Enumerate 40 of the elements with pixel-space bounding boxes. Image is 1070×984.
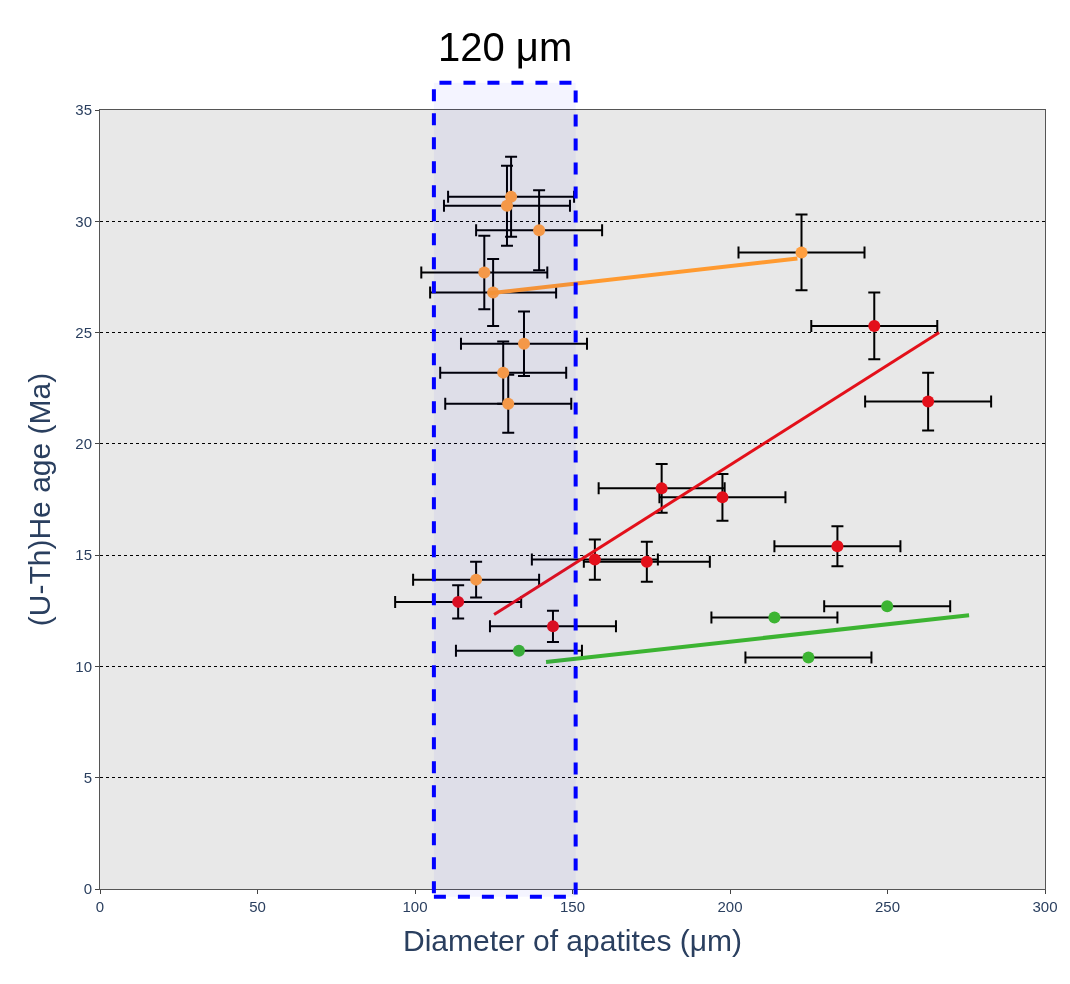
point	[922, 395, 935, 408]
y-tick-label: 0	[83, 880, 92, 898]
x-tick-label: 50	[249, 898, 266, 915]
x-tick-label: 250	[874, 898, 901, 915]
point	[795, 246, 808, 259]
x-tick-label: 300	[1032, 898, 1058, 915]
point	[640, 555, 653, 568]
point	[533, 224, 546, 237]
y-axis-title: (U-Th)He age (Ma)	[23, 372, 57, 627]
y-tick-label: 15	[75, 546, 92, 564]
x-tick-label: 200	[717, 898, 743, 915]
y-tick-label: 30	[75, 212, 92, 230]
y-tick-label: 35	[75, 101, 92, 119]
point	[546, 620, 559, 633]
y-tick-label: 10	[75, 657, 92, 675]
y-tick-label: 5	[83, 768, 92, 786]
point	[518, 337, 530, 350]
band-label: 120 μm	[438, 25, 573, 69]
point	[500, 199, 513, 212]
point	[512, 644, 525, 657]
x-tick-label: 150	[559, 898, 586, 915]
y-tick-label: 20	[75, 435, 92, 453]
point	[655, 482, 668, 495]
x-tick-label: 100	[402, 898, 428, 915]
point	[505, 190, 518, 203]
point	[502, 397, 515, 410]
point	[831, 540, 844, 553]
point	[452, 595, 465, 608]
x-tick-label: 0	[95, 898, 105, 915]
x-axis-title: Diameter of apatites (μm)	[402, 923, 743, 957]
point	[497, 366, 510, 379]
point	[478, 266, 491, 279]
point	[868, 319, 881, 332]
y-tick-label: 25	[75, 323, 92, 341]
point	[716, 491, 729, 504]
point	[768, 611, 781, 624]
point	[588, 553, 601, 566]
point	[802, 651, 815, 664]
point	[881, 600, 894, 613]
point	[470, 573, 483, 586]
